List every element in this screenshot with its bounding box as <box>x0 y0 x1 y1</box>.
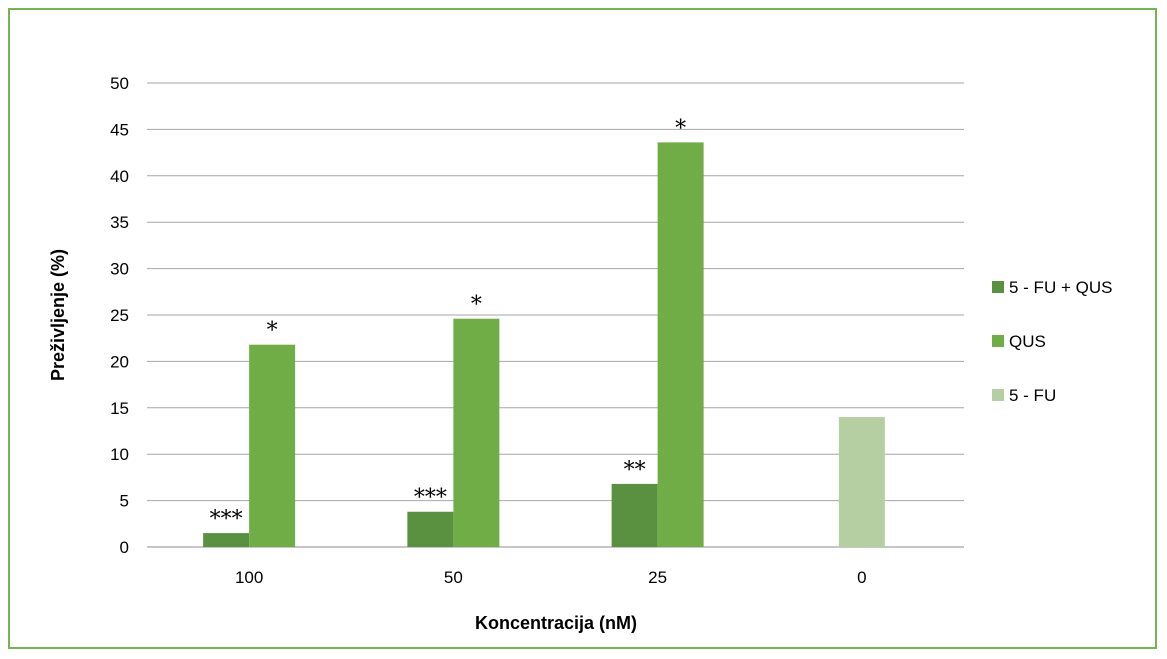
significance-label: *** <box>414 486 447 511</box>
bar <box>249 344 296 547</box>
x-tick-label: 100 <box>235 568 263 587</box>
y-tick-label: 10 <box>110 445 129 464</box>
y-tick-label: 30 <box>110 260 129 279</box>
x-tick-label: 25 <box>648 568 667 587</box>
legend-swatch <box>992 389 1004 401</box>
bar <box>838 417 885 547</box>
legend-label: 5 - FU + QUS <box>1009 278 1112 297</box>
y-tick-label: 40 <box>110 167 129 186</box>
y-axis-ticks: 0 5 10 15 20 25 30 35 40 45 50 <box>110 74 129 557</box>
legend-swatch <box>992 335 1004 347</box>
bar <box>407 511 454 547</box>
x-tick-label: 50 <box>444 568 463 587</box>
x-axis-ticks: 100 50 25 0 <box>235 568 867 587</box>
significance-annotations: *********** <box>210 116 687 532</box>
legend: 5 - FU + QUS QUS 5 - FU <box>992 278 1112 405</box>
significance-label: * <box>267 319 278 344</box>
significance-label: * <box>675 116 686 141</box>
bar <box>657 142 704 547</box>
y-tick-label: 20 <box>110 352 129 371</box>
bar <box>611 483 658 547</box>
y-tick-label: 50 <box>110 74 129 93</box>
legend-label: 5 - FU <box>1009 386 1056 405</box>
y-axis-label: Preživljenje (%) <box>48 249 68 381</box>
y-tick-label: 25 <box>110 306 129 325</box>
bars <box>203 142 885 547</box>
y-tick-label: 45 <box>110 120 129 139</box>
chart-frame <box>8 8 1157 649</box>
bar <box>453 318 500 547</box>
y-tick-label: 5 <box>120 492 129 511</box>
x-axis-label: Koncentracija (nM) <box>475 613 637 633</box>
y-tick-label: 35 <box>110 213 129 232</box>
x-tick-label: 0 <box>857 568 866 587</box>
bar <box>203 533 250 547</box>
y-tick-label: 15 <box>110 399 129 418</box>
y-tick-label: 0 <box>120 538 129 557</box>
legend-swatch <box>992 281 1004 293</box>
legend-label: QUS <box>1009 332 1046 351</box>
significance-label: *** <box>210 507 243 532</box>
significance-label: ** <box>624 458 646 483</box>
significance-label: * <box>471 293 482 318</box>
